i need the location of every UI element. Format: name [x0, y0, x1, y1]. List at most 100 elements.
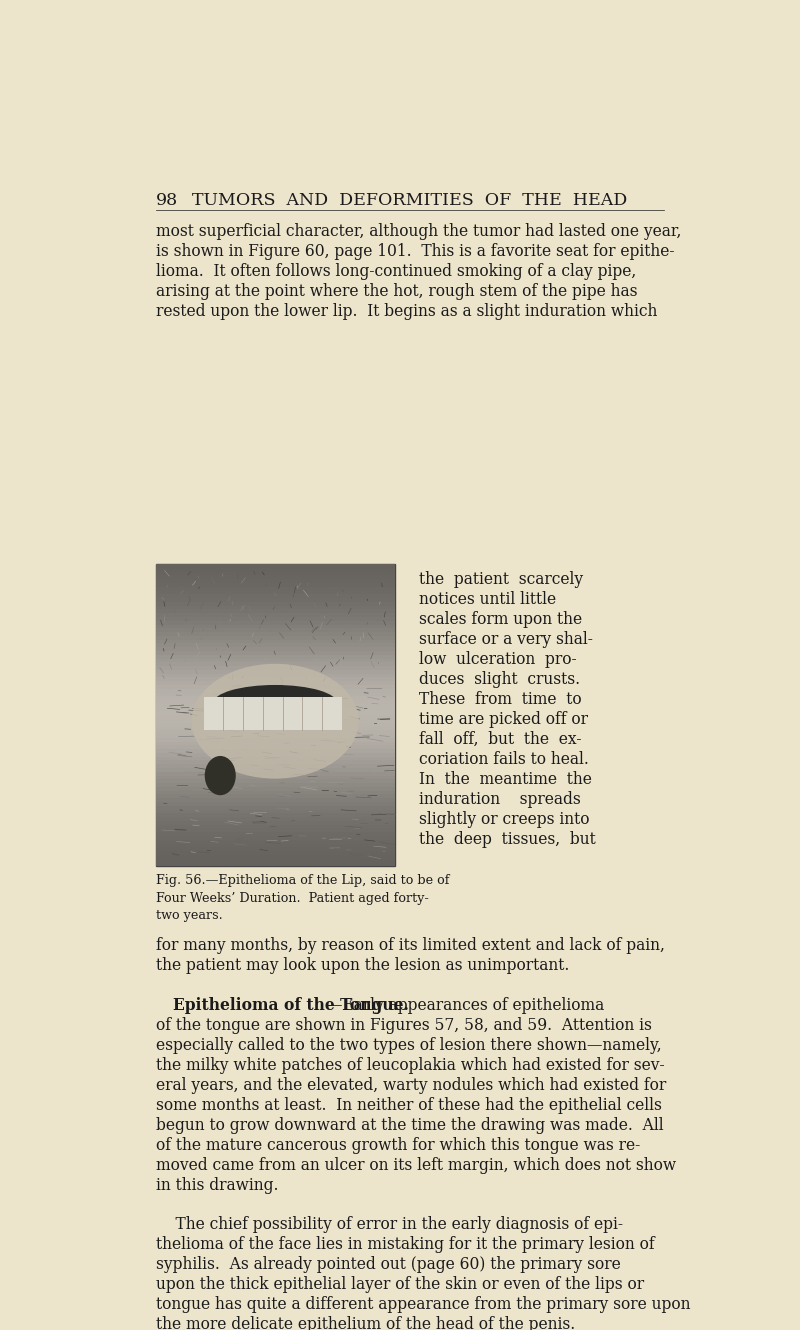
Bar — [156, 617, 394, 621]
Bar — [156, 625, 394, 628]
Text: TUMORS  AND  DEFORMITIES  OF  THE  HEAD: TUMORS AND DEFORMITIES OF THE HEAD — [192, 193, 628, 209]
Bar — [156, 632, 394, 636]
Bar — [156, 613, 394, 617]
Text: surface or a very shal-: surface or a very shal- — [419, 632, 593, 648]
Bar — [156, 670, 394, 673]
Text: most superficial character, although the tumor had lasted one year,: most superficial character, although the… — [156, 223, 681, 241]
Text: lioma.  It often follows long-continued smoking of a clay pipe,: lioma. It often follows long-continued s… — [156, 263, 636, 281]
Text: thelioma of the face lies in mistaking for it the primary lesion of: thelioma of the face lies in mistaking f… — [156, 1237, 654, 1253]
Bar — [156, 839, 394, 843]
Bar — [156, 798, 394, 802]
Bar — [156, 681, 394, 685]
Bar — [156, 814, 394, 817]
Bar — [156, 791, 394, 794]
Bar — [156, 794, 394, 798]
Bar — [156, 654, 394, 658]
Bar — [156, 734, 394, 738]
Bar — [156, 580, 394, 583]
Text: Four Weeks’ Duration.  Patient aged forty-: Four Weeks’ Duration. Patient aged forty… — [156, 892, 429, 904]
Bar — [156, 640, 394, 644]
Bar — [156, 855, 394, 859]
Bar — [156, 591, 394, 595]
Bar — [156, 689, 394, 693]
Text: induration    spreads: induration spreads — [419, 791, 581, 807]
Bar — [156, 771, 394, 775]
Text: scales form upon the: scales form upon the — [419, 612, 582, 628]
Ellipse shape — [213, 685, 338, 721]
Text: eral years, and the elevated, warty nodules which had existed for: eral years, and the elevated, warty nodu… — [156, 1077, 666, 1093]
Text: The chief possibility of error in the early diagnosis of epi-: The chief possibility of error in the ea… — [156, 1217, 622, 1233]
Bar — [156, 753, 394, 757]
Bar — [156, 765, 394, 767]
Ellipse shape — [192, 664, 358, 778]
Bar — [156, 712, 394, 716]
Bar — [156, 825, 394, 829]
Bar — [156, 767, 394, 771]
Bar — [156, 745, 394, 749]
Bar — [156, 761, 394, 765]
Bar — [156, 730, 394, 734]
Bar — [156, 742, 394, 745]
Bar — [156, 662, 394, 666]
Text: especially called to the two types of lesion there shown—namely,: especially called to the two types of le… — [156, 1037, 662, 1053]
Text: fall  off,  but  the  ex-: fall off, but the ex- — [419, 732, 582, 747]
Text: for many months, by reason of its limited extent and lack of pain,: for many months, by reason of its limite… — [156, 936, 665, 954]
Bar — [156, 628, 394, 632]
Bar — [156, 775, 394, 779]
Bar — [156, 677, 394, 681]
Bar — [156, 572, 394, 576]
Bar — [156, 783, 394, 787]
Bar — [156, 843, 394, 847]
Bar — [156, 837, 394, 839]
Bar — [156, 564, 394, 568]
Text: rested upon the lower lip.  It begins as a slight induration which: rested upon the lower lip. It begins as … — [156, 303, 657, 321]
Bar — [156, 576, 394, 580]
Bar — [156, 693, 394, 697]
Text: Epithelioma of the Tongue.: Epithelioma of the Tongue. — [173, 996, 409, 1013]
Bar — [156, 810, 394, 814]
Bar — [156, 697, 394, 700]
Text: These  from  time  to: These from time to — [419, 692, 582, 708]
Bar — [156, 564, 394, 866]
Text: the  deep  tissues,  but: the deep tissues, but — [419, 831, 596, 849]
Text: notices until little: notices until little — [419, 592, 557, 608]
Text: syphilis.  As already pointed out (page 60) the primary sore: syphilis. As already pointed out (page 6… — [156, 1257, 621, 1273]
Bar — [156, 722, 394, 726]
Text: slightly or creeps into: slightly or creeps into — [419, 811, 590, 829]
Bar — [156, 650, 394, 654]
Bar — [156, 720, 394, 722]
Text: in this drawing.: in this drawing. — [156, 1177, 278, 1193]
Text: the milky white patches of leucoplakia which had existed for sev-: the milky white patches of leucoplakia w… — [156, 1057, 665, 1073]
Bar — [156, 779, 394, 783]
Bar — [156, 726, 394, 730]
Bar — [156, 598, 394, 602]
Bar — [156, 673, 394, 677]
Ellipse shape — [205, 755, 236, 795]
Bar — [156, 609, 394, 613]
Bar — [156, 605, 394, 609]
Text: coriation fails to heal.: coriation fails to heal. — [419, 751, 589, 767]
Text: is shown in Figure 60, page 101.  This is a favorite seat for epithe-: is shown in Figure 60, page 101. This is… — [156, 243, 674, 261]
Bar — [156, 700, 394, 704]
Bar — [156, 708, 394, 712]
Bar — [156, 749, 394, 753]
Text: two years.: two years. — [156, 910, 222, 922]
Bar — [156, 847, 394, 851]
Bar — [156, 851, 394, 855]
Bar — [156, 821, 394, 825]
Text: begun to grow downward at the time the drawing was made.  All: begun to grow downward at the time the d… — [156, 1117, 663, 1133]
Bar — [156, 833, 394, 837]
Bar — [156, 666, 394, 670]
Bar — [156, 802, 394, 806]
Bar — [156, 829, 394, 833]
Text: time are picked off or: time are picked off or — [419, 712, 588, 728]
Bar — [156, 658, 394, 662]
Text: the more delicate epithelium of the head of the penis.: the more delicate epithelium of the head… — [156, 1317, 575, 1330]
Bar — [156, 738, 394, 742]
Text: 98: 98 — [156, 193, 178, 209]
Text: arising at the point where the hot, rough stem of the pipe has: arising at the point where the hot, roug… — [156, 283, 638, 301]
Bar — [156, 583, 394, 587]
Bar — [156, 648, 394, 650]
Text: —Early appearances of epithelioma: —Early appearances of epithelioma — [327, 996, 604, 1013]
Text: the patient may look upon the lesion as unimportant.: the patient may look upon the lesion as … — [156, 956, 569, 974]
